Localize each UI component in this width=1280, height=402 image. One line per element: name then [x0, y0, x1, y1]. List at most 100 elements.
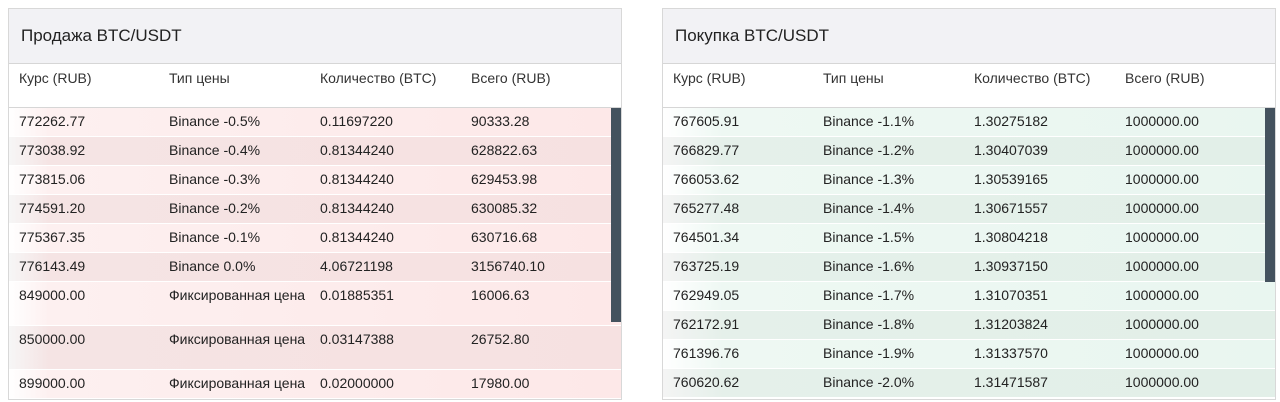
- rate-cell: 773038.92: [19, 142, 86, 158]
- sell-orders-list: 772262.77 Binance -0.5% 0.11697220 90333.28…: [9, 108, 621, 399]
- quantity-cell: 0.02000000: [320, 375, 394, 391]
- total-cell: 90333.28: [471, 113, 530, 129]
- total-cell: 629453.98: [471, 171, 538, 187]
- rate-cell: 773815.06: [19, 171, 86, 187]
- total-cell: 1000000.00: [1125, 287, 1199, 303]
- sell-column-headers: Курс (RUB) Тип цены Количество (BTC) Все…: [9, 64, 621, 108]
- buy-orders-list: 767605.91 Binance -1.1% 1.30275182 1000000.…: [663, 108, 1275, 399]
- order-row[interactable]: 775367.35 Binance -0.1% 0.81344240 630716.6…: [9, 224, 621, 253]
- rate-cell: 899000.00: [19, 375, 86, 391]
- order-row[interactable]: 760620.62 Binance -2.0% 1.31471587 1000000.…: [663, 369, 1275, 398]
- order-row[interactable]: 849000.00 Фиксированная цена 0.01885351 160…: [9, 282, 621, 326]
- rate-cell: 849000.00: [19, 287, 86, 303]
- order-row[interactable]: 762949.05 Binance -1.7% 1.31070351 1000000.…: [663, 282, 1275, 311]
- quantity-cell: 1.30671557: [974, 200, 1048, 216]
- quantity-cell: 1.31070351: [974, 287, 1048, 303]
- quantity-cell: 0.11697220: [320, 113, 393, 129]
- total-cell: 630716.68: [471, 229, 538, 245]
- buy-orders-panel: Покупка BTC/USDT Курс (RUB) Тип цены Кол…: [662, 8, 1276, 400]
- order-row[interactable]: 767605.91 Binance -1.1% 1.30275182 1000000.…: [663, 108, 1275, 137]
- order-row[interactable]: 773038.92 Binance -0.4% 0.81344240 628822.6…: [9, 137, 621, 166]
- quantity-cell: 1.30407039: [974, 142, 1048, 158]
- order-row[interactable]: 761396.76 Binance -1.9% 1.31337570 1000000.…: [663, 340, 1275, 369]
- order-row[interactable]: 899000.00 Фиксированная цена 0.02000000 179…: [9, 370, 621, 399]
- rate-cell: 765277.48: [673, 200, 740, 216]
- rate-cell: 766053.62: [673, 171, 740, 187]
- rate-cell: 761396.76: [673, 345, 740, 361]
- total-cell: 1000000.00: [1125, 171, 1199, 187]
- order-row[interactable]: 773815.06 Binance -0.3% 0.81344240 629453.9…: [9, 166, 621, 195]
- column-header-quantity: Количество (BTC): [974, 70, 1091, 86]
- total-cell: 628822.63: [471, 142, 538, 158]
- quantity-cell: 0.81344240: [320, 229, 394, 245]
- order-row[interactable]: 766053.62 Binance -1.3% 1.30539165 1000000.…: [663, 166, 1275, 195]
- price-type-cell: Фиксированная цена: [169, 287, 306, 303]
- column-header-total: Всего (RUB): [471, 70, 551, 86]
- rate-cell: 762172.91: [673, 316, 740, 332]
- order-row[interactable]: 762172.91 Binance -1.8% 1.31203824 1000000.…: [663, 311, 1275, 340]
- quantity-cell: 1.31203824: [974, 316, 1048, 332]
- sell-scrollbar[interactable]: [611, 108, 621, 322]
- column-header-total: Всего (RUB): [1125, 70, 1205, 86]
- quantity-cell: 1.31471587: [974, 374, 1048, 390]
- price-type-cell: Binance -1.5%: [823, 229, 915, 245]
- total-cell: 1000000.00: [1125, 229, 1199, 245]
- total-cell: 1000000.00: [1125, 142, 1199, 158]
- quantity-cell: 0.01885351: [320, 287, 394, 303]
- total-cell: 630085.32: [471, 200, 538, 216]
- total-cell: 1000000.00: [1125, 200, 1199, 216]
- order-row[interactable]: 850000.00 Фиксированная цена 0.03147388 267…: [9, 326, 621, 370]
- rate-cell: 767605.91: [673, 113, 740, 129]
- total-cell: 1000000.00: [1125, 374, 1199, 390]
- column-header-price-type: Тип цены: [823, 70, 884, 86]
- price-type-cell: Binance -1.1%: [823, 113, 915, 129]
- price-type-cell: Binance -0.3%: [169, 171, 261, 187]
- order-row[interactable]: 766829.77 Binance -1.2% 1.30407039 1000000.…: [663, 137, 1275, 166]
- rate-cell: 772262.77: [19, 113, 86, 129]
- order-row[interactable]: 765277.48 Binance -1.4% 1.30671557 1000000.…: [663, 195, 1275, 224]
- price-type-cell: Binance -1.8%: [823, 316, 915, 332]
- rate-cell: 766829.77: [673, 142, 740, 158]
- price-type-cell: Binance -0.5%: [169, 113, 261, 129]
- buy-scrollbar[interactable]: [1265, 108, 1275, 282]
- price-type-cell: Binance -0.1%: [169, 229, 261, 245]
- price-type-cell: Binance 0.0%: [169, 258, 256, 274]
- order-row[interactable]: 774591.20 Binance -0.2% 0.81344240 630085.3…: [9, 195, 621, 224]
- sell-panel-title: Продажа BTC/USDT: [9, 9, 621, 64]
- rate-cell: 775367.35: [19, 229, 86, 245]
- order-row[interactable]: 764501.34 Binance -1.5% 1.30804218 1000000.…: [663, 224, 1275, 253]
- quantity-cell: 0.81344240: [320, 171, 394, 187]
- total-cell: 17980.00: [471, 375, 530, 391]
- price-type-cell: Фиксированная цена: [169, 331, 306, 347]
- quantity-cell: 0.81344240: [320, 200, 394, 216]
- total-cell: 1000000.00: [1125, 345, 1199, 361]
- sell-orders-panel: Продажа BTC/USDT Курс (RUB) Тип цены Кол…: [8, 8, 622, 400]
- rate-cell: 774591.20: [19, 200, 86, 216]
- rate-cell: 776143.49: [19, 258, 86, 274]
- quantity-cell: 1.30804218: [974, 229, 1048, 245]
- price-type-cell: Binance -1.4%: [823, 200, 915, 216]
- price-type-cell: Binance -0.4%: [169, 142, 261, 158]
- rate-cell: 763725.19: [673, 258, 740, 274]
- order-row[interactable]: 776143.49 Binance 0.0% 4.06721198 3156740.1…: [9, 253, 621, 282]
- price-type-cell: Binance -1.2%: [823, 142, 915, 158]
- quantity-cell: 4.06721198: [320, 258, 393, 274]
- price-type-cell: Binance -1.7%: [823, 287, 915, 303]
- column-header-rate: Курс (RUB): [673, 70, 746, 86]
- price-type-cell: Binance -2.0%: [823, 374, 915, 390]
- quantity-cell: 1.30937150: [974, 258, 1048, 274]
- quantity-cell: 0.03147388: [320, 331, 394, 347]
- total-cell: 3156740.10: [471, 258, 545, 274]
- column-header-rate: Курс (RUB): [19, 70, 92, 86]
- rate-cell: 760620.62: [673, 374, 740, 390]
- quantity-cell: 1.31337570: [974, 345, 1048, 361]
- rate-cell: 762949.05: [673, 287, 740, 303]
- buy-panel-title: Покупка BTC/USDT: [663, 9, 1275, 64]
- buy-column-headers: Курс (RUB) Тип цены Количество (BTC) Все…: [663, 64, 1275, 108]
- order-row[interactable]: 772262.77 Binance -0.5% 0.11697220 90333.28: [9, 108, 621, 137]
- total-cell: 1000000.00: [1125, 316, 1199, 332]
- quantity-cell: 1.30539165: [974, 171, 1048, 187]
- price-type-cell: Binance -1.9%: [823, 345, 915, 361]
- order-row[interactable]: 763725.19 Binance -1.6% 1.30937150 1000000.…: [663, 253, 1275, 282]
- price-type-cell: Binance -1.6%: [823, 258, 915, 274]
